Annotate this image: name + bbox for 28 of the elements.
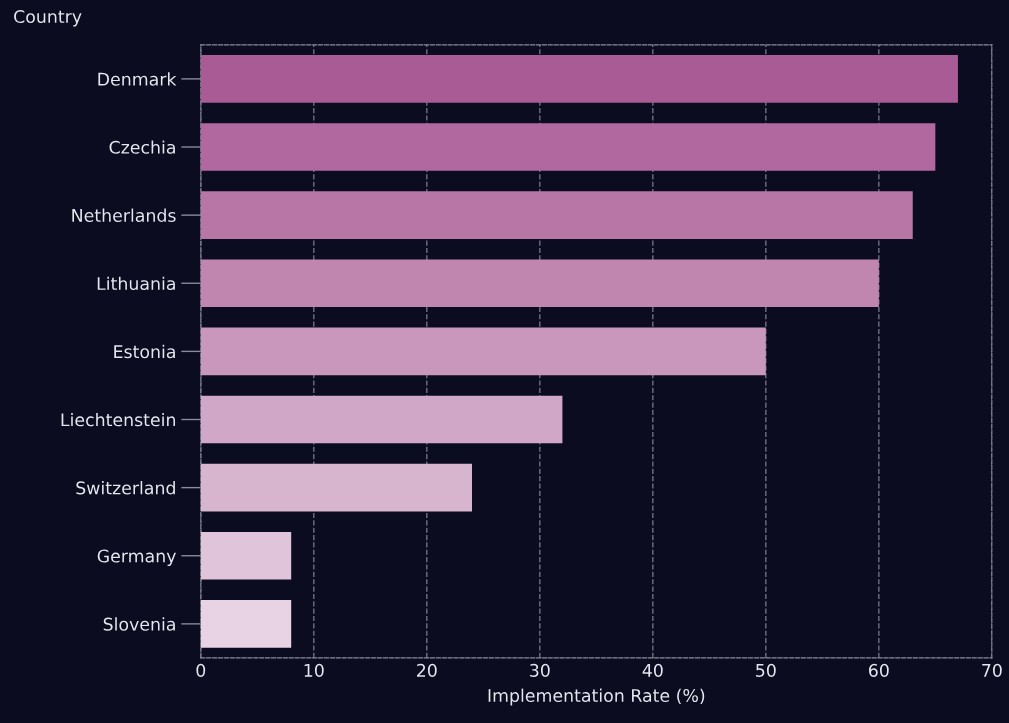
x-axis-title: Implementation Rate (%)	[488, 688, 705, 706]
y-tick-label: Czechia	[109, 140, 175, 154]
bar	[200, 600, 292, 648]
bar	[200, 191, 913, 239]
x-tick-label: 70	[982, 663, 1002, 677]
bar	[200, 327, 766, 376]
bar	[200, 395, 563, 444]
bar	[200, 259, 879, 308]
bar	[200, 531, 292, 580]
bar	[200, 463, 473, 512]
y-tick-label: Denmark	[98, 72, 177, 86]
bar	[200, 123, 936, 171]
y-tick-label: Estonia	[114, 344, 175, 359]
x-tick-label: 40	[642, 663, 663, 677]
x-tick-label: 10	[304, 663, 324, 677]
x-tick-label: 0	[196, 663, 206, 677]
x-tick-label: 50	[756, 663, 776, 677]
y-tick-label: Slovenia	[103, 617, 175, 631]
y-tick-label: Switzerland	[76, 481, 175, 495]
x-tick-label: 30	[530, 663, 550, 677]
y-tick-label: Netherlands	[72, 208, 176, 222]
y-tick-label: Liechtenstein	[61, 412, 176, 427]
y-tick-label: Lithuania	[97, 276, 175, 291]
y-axis-title: Country	[14, 9, 82, 27]
x-tick-label: 20	[417, 663, 437, 677]
bar	[200, 55, 958, 103]
x-tick-label: 60	[869, 663, 889, 677]
y-tick-label: Germany	[97, 549, 176, 566]
